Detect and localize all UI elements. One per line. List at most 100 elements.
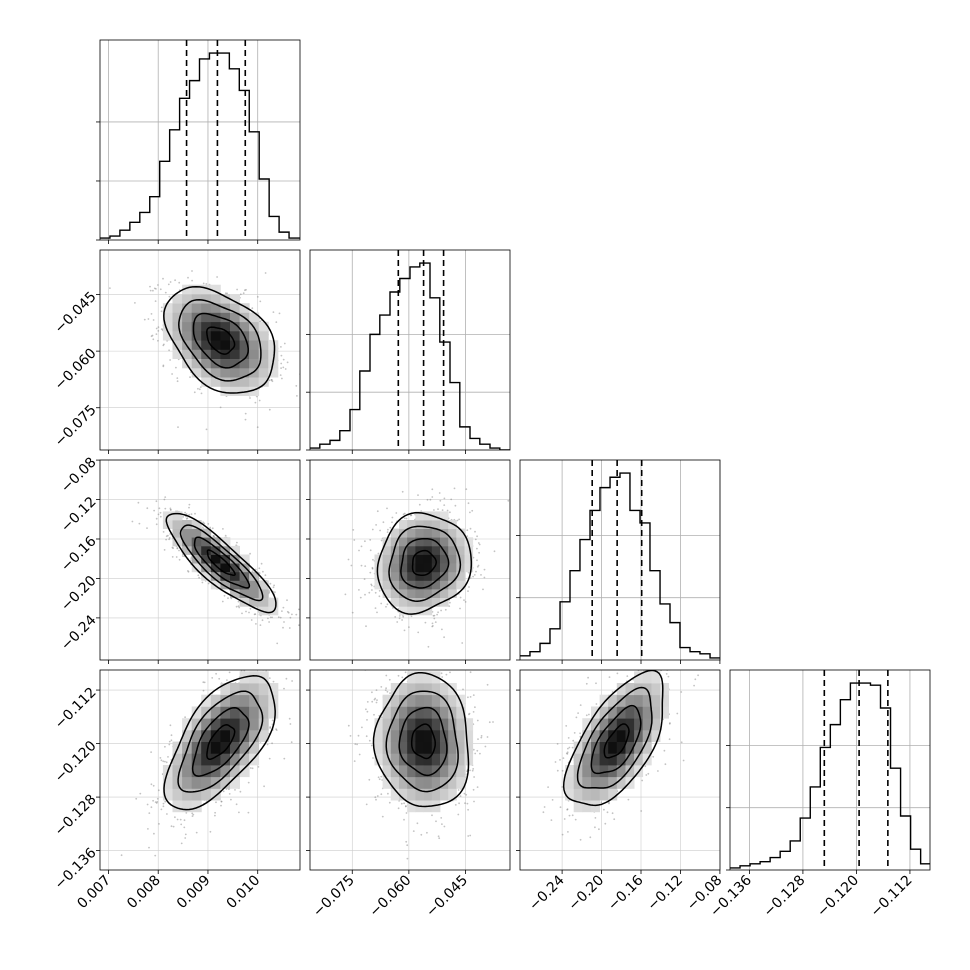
density-cell xyxy=(249,571,260,581)
scatter-point xyxy=(478,551,480,554)
density-cell xyxy=(464,545,474,555)
density-cell xyxy=(230,694,240,707)
scatter-point xyxy=(474,530,476,533)
scatter-point xyxy=(289,723,292,725)
scatter-point xyxy=(364,593,366,596)
scatter-point xyxy=(386,531,389,533)
pair-content-3-0 xyxy=(120,670,293,857)
scatter-point xyxy=(249,607,252,610)
scatter-point xyxy=(439,499,442,502)
density-cell xyxy=(239,729,250,742)
scatter-point xyxy=(283,687,285,690)
contour-1 xyxy=(192,312,249,369)
scatter-point xyxy=(382,521,385,524)
density-cell xyxy=(201,284,212,295)
density-cell xyxy=(423,580,433,590)
scatter-point xyxy=(392,607,394,609)
scatter-point xyxy=(170,509,172,511)
density-cell xyxy=(182,349,193,359)
scatter-point xyxy=(427,645,430,648)
scatter-point xyxy=(236,541,238,544)
contour-3 xyxy=(163,675,276,811)
scatter-point xyxy=(183,826,186,829)
scatter-point xyxy=(405,517,408,520)
scatter-point xyxy=(143,318,146,321)
density-cell xyxy=(162,321,173,332)
density-cell xyxy=(268,349,279,359)
scatter-point xyxy=(157,284,159,286)
scatter-point xyxy=(238,811,240,814)
density-cell xyxy=(191,537,202,547)
density-cell xyxy=(220,571,231,581)
scatter-point xyxy=(378,595,381,598)
scatter-point xyxy=(477,542,480,544)
scatter-point xyxy=(259,300,262,303)
scatter-point xyxy=(380,539,383,542)
scatter-point xyxy=(450,498,453,501)
density-cell xyxy=(230,589,240,598)
scatter-point xyxy=(268,621,270,623)
density-cell xyxy=(268,367,279,378)
hist-step-line-0 xyxy=(100,52,300,239)
density-cell xyxy=(448,589,457,598)
scatter-point xyxy=(188,513,191,516)
density-cell xyxy=(423,571,433,581)
density-cell xyxy=(239,765,250,778)
scatter-point xyxy=(157,513,160,516)
scatter-point xyxy=(436,613,438,616)
density-cell xyxy=(258,349,269,359)
density-cell xyxy=(239,741,250,754)
scatter-point xyxy=(268,677,271,679)
density-cell xyxy=(374,580,384,590)
density-cell xyxy=(210,718,221,731)
scatter-point xyxy=(271,380,274,383)
density-cell xyxy=(249,597,260,607)
scatter-point xyxy=(170,739,173,742)
scatter-point xyxy=(195,831,198,834)
scatter-point xyxy=(476,565,479,568)
density-cell xyxy=(415,606,424,616)
hist-panel-2 xyxy=(516,459,721,664)
scatter-point xyxy=(396,621,399,623)
scatter-point xyxy=(198,576,201,579)
scatter-point xyxy=(402,615,405,618)
scatter-point xyxy=(184,837,187,839)
scatter-point xyxy=(238,606,241,609)
density-cell xyxy=(230,294,240,304)
density-cell xyxy=(258,589,269,598)
density-cell xyxy=(220,706,231,719)
density-cell xyxy=(230,321,240,332)
density-cell xyxy=(390,580,400,590)
contour-0 xyxy=(206,724,236,760)
scatter-point xyxy=(256,426,259,429)
density-cell xyxy=(423,528,433,538)
scatter-point xyxy=(164,507,167,510)
scatter-point xyxy=(226,679,228,681)
scatter-point xyxy=(401,619,403,621)
density-cell xyxy=(201,718,212,731)
density-cell xyxy=(374,563,384,573)
density-cell xyxy=(230,741,240,754)
scatter-point xyxy=(202,681,205,684)
pair-frame-2-1 xyxy=(309,459,511,661)
density-cell xyxy=(201,321,212,332)
scatter-point xyxy=(282,366,285,369)
density-cell xyxy=(258,683,269,696)
scatter-point xyxy=(162,760,165,763)
scatter-point xyxy=(283,342,286,345)
density-cell xyxy=(258,330,269,341)
density-cell xyxy=(182,765,193,778)
scatter-point xyxy=(431,496,434,498)
scatter-point xyxy=(150,335,153,338)
density-cell xyxy=(456,537,465,547)
scatter-point xyxy=(168,740,171,743)
scatter-point xyxy=(160,328,163,331)
scatter-point xyxy=(281,610,283,612)
density-cell xyxy=(249,340,260,350)
scatter-point xyxy=(185,513,188,515)
density-cell xyxy=(230,330,240,341)
density-cell xyxy=(249,377,260,387)
scatter-point xyxy=(202,521,205,524)
density-cell xyxy=(440,571,449,581)
